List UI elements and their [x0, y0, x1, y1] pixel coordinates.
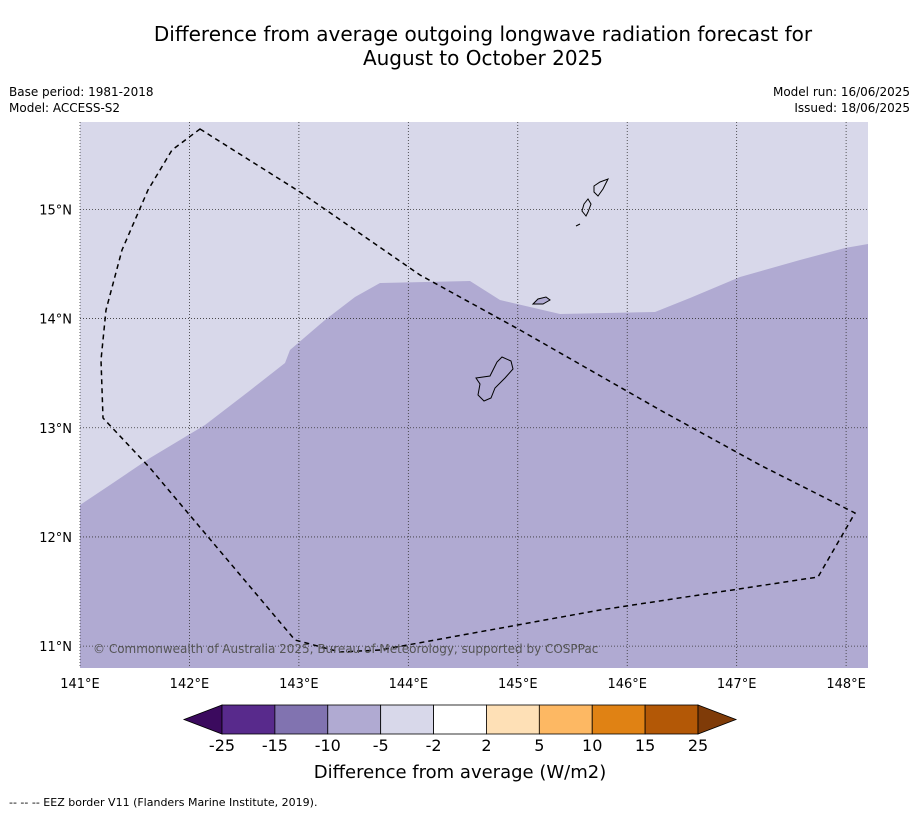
colorbar-tick-label: 10 [582, 736, 602, 755]
longitude-tick-label: 144°E [389, 677, 429, 692]
longitude-tick-label: 146°E [607, 677, 647, 692]
colorbar-segment [221, 704, 276, 735]
eez-legend-note: -- -- -- EEZ border V11 (Flanders Marine… [9, 796, 318, 809]
guam-island [475, 356, 514, 402]
anomaly-region-minus5 [80, 244, 868, 668]
colorbar-segment [591, 704, 646, 735]
colorbar-extend-low [182, 704, 223, 735]
tinian-island [581, 198, 592, 217]
colorbar-tick-label: 5 [534, 736, 544, 755]
colorbar-extend-high [697, 704, 738, 735]
colorbar-segment [274, 704, 329, 735]
longitude-tick-label: 145°E [498, 677, 538, 692]
latitude-tick-label: 12°N [39, 531, 72, 546]
longitude-tick-label: 143°E [279, 677, 319, 692]
longitude-ticks: 141°E 142°E 143°E 144°E 145°E 146°E 147°E 148°E [60, 677, 866, 692]
colorbar-tick-label: 2 [481, 736, 491, 755]
colorbar-segment [644, 704, 699, 735]
latitude-tick-label: 14°N [39, 313, 72, 328]
graticule [79, 122, 868, 668]
colorbar-tick-label: 15 [635, 736, 655, 755]
colorbar: -25 -15 -10 -5 -2 2 5 10 15 25 [182, 704, 738, 755]
colorbar-tick-label: -10 [315, 736, 341, 755]
colorbar-segment [380, 704, 434, 735]
island-outlines [475, 178, 610, 402]
colorbar-segment [433, 704, 487, 735]
issued-date: Issued: 18/06/2025 [794, 101, 910, 115]
map-panel: © Commonwealth of Australia 2025, Bureau… [79, 122, 868, 668]
latitude-tick-label: 13°N [39, 422, 72, 437]
base-period: Base period: 1981-2018 [9, 85, 154, 99]
longitude-tick-label: 148°E [826, 677, 866, 692]
title-line-1: Difference from average outgoing longwav… [153, 22, 813, 46]
colorbar-segment [486, 704, 540, 735]
rota-island [531, 296, 551, 305]
title-line-2: August to October 2025 [362, 46, 604, 70]
copyright-text: © Commonwealth of Australia 2025, Bureau… [93, 642, 598, 656]
latitude-ticks: 15°N 14°N 13°N 12°N 11°N [39, 203, 72, 655]
colorbar-tick-label: -2 [426, 736, 442, 755]
colorbar-title: Difference from average (W/m2) [314, 762, 606, 783]
colorbar-segment [538, 704, 593, 735]
latitude-tick-label: 15°N [39, 203, 72, 218]
model-run-date: Model run: 16/06/2025 [772, 85, 910, 99]
colorbar-tick-label: -15 [262, 736, 288, 755]
aguijan-island [575, 223, 581, 227]
longitude-tick-label: 142°E [170, 677, 210, 692]
model-name: Model: ACCESS-S2 [9, 101, 121, 115]
colorbar-tick-label: 25 [688, 736, 708, 755]
colorbar-tick-label: -5 [373, 736, 389, 755]
longitude-tick-label: 147°E [717, 677, 757, 692]
metadata-left: Base period: 1981-2018 Model: ACCESS-S2 [9, 84, 154, 116]
colorbar-tick-label: -25 [209, 736, 235, 755]
saipan-island [593, 178, 610, 197]
longitude-tick-label: 141°E [60, 677, 100, 692]
colorbar-segment [327, 704, 382, 735]
latitude-tick-label: 11°N [39, 640, 72, 655]
map-title: Difference from average outgoing longwav… [60, 22, 906, 70]
eez-border [100, 128, 857, 653]
metadata-right: Model run: 16/06/2025 Issued: 18/06/2025 [773, 84, 910, 116]
